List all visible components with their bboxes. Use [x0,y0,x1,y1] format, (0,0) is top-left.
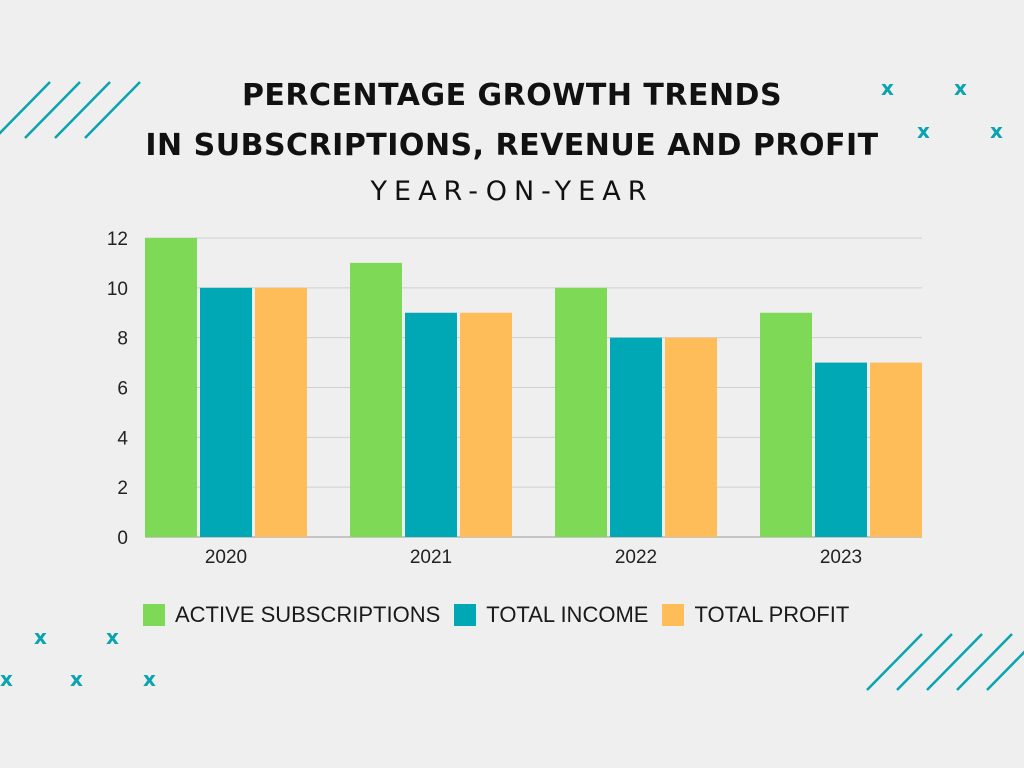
y-tick-label: 8 [117,329,128,350]
bar-active-subscriptions-2023 [760,312,812,537]
x-mark-icon: x [70,667,83,691]
legend-label: TOTAL PROFIT [694,602,850,627]
bar-total-income-2023 [815,362,867,537]
bar-active-subscriptions-2022 [555,287,607,537]
x-tick-label: 2020 [205,547,247,568]
x-mark-icon: x [143,667,156,691]
bar-active-subscriptions-2021 [350,262,402,537]
legend-label: TOTAL INCOME [486,602,649,627]
chart-title-line2: IN SUBSCRIPTIONS, REVENUE AND PROFIT [145,128,879,163]
x-mark-icon: x [954,76,967,100]
x-tick-label: 2021 [410,547,452,568]
chart-title: PERCENTAGE GROWTH TRENDS [241,78,783,113]
legend-swatch-active-subscriptions [143,604,165,626]
legend-swatch-total-income [454,604,477,626]
y-tick-label: 10 [107,279,128,300]
diagonal-stripes-icon [866,633,1024,691]
legend: ACTIVE SUBSCRIPTIONS TOTAL INCOME TOTAL … [143,602,853,628]
bar-total-income-2021 [405,312,457,537]
x-tick-label: 2023 [820,547,862,568]
bar-total-income-2020 [200,287,252,537]
bar-active-subscriptions-2020 [145,238,197,537]
y-tick-label: 6 [117,379,128,400]
x-mark-icon: x [917,119,930,143]
y-tick-label: 12 [107,229,128,250]
chart-subtitle: YEAR-ON-YEAR [370,176,654,207]
bar-total-profit-2021 [460,312,512,537]
y-tick-label: 2 [117,478,128,499]
x-tick-label: 2022 [615,547,657,568]
x-mark-icon: x [0,667,13,691]
legend-item-total-income: TOTAL INCOME [454,602,648,628]
diagonal-stripes-icon [0,81,141,139]
x-mark-icon: x [881,76,894,100]
y-tick-label: 0 [117,528,128,549]
legend-swatch-total-profit [662,604,685,626]
y-tick-label: 4 [117,428,128,449]
legend-item-total-profit: TOTAL PROFIT [662,602,849,628]
bar-total-profit-2020 [255,287,307,537]
legend-item-active-subscriptions: ACTIVE SUBSCRIPTIONS [143,602,440,628]
x-mark-icon: x [34,625,47,649]
bar-total-profit-2023 [870,362,922,537]
bar-total-profit-2022 [665,337,717,537]
legend-label: ACTIVE SUBSCRIPTIONS [175,602,441,627]
x-mark-icon: x [106,625,119,649]
x-mark-icon: x [990,119,1003,143]
bar-total-income-2022 [610,337,662,537]
